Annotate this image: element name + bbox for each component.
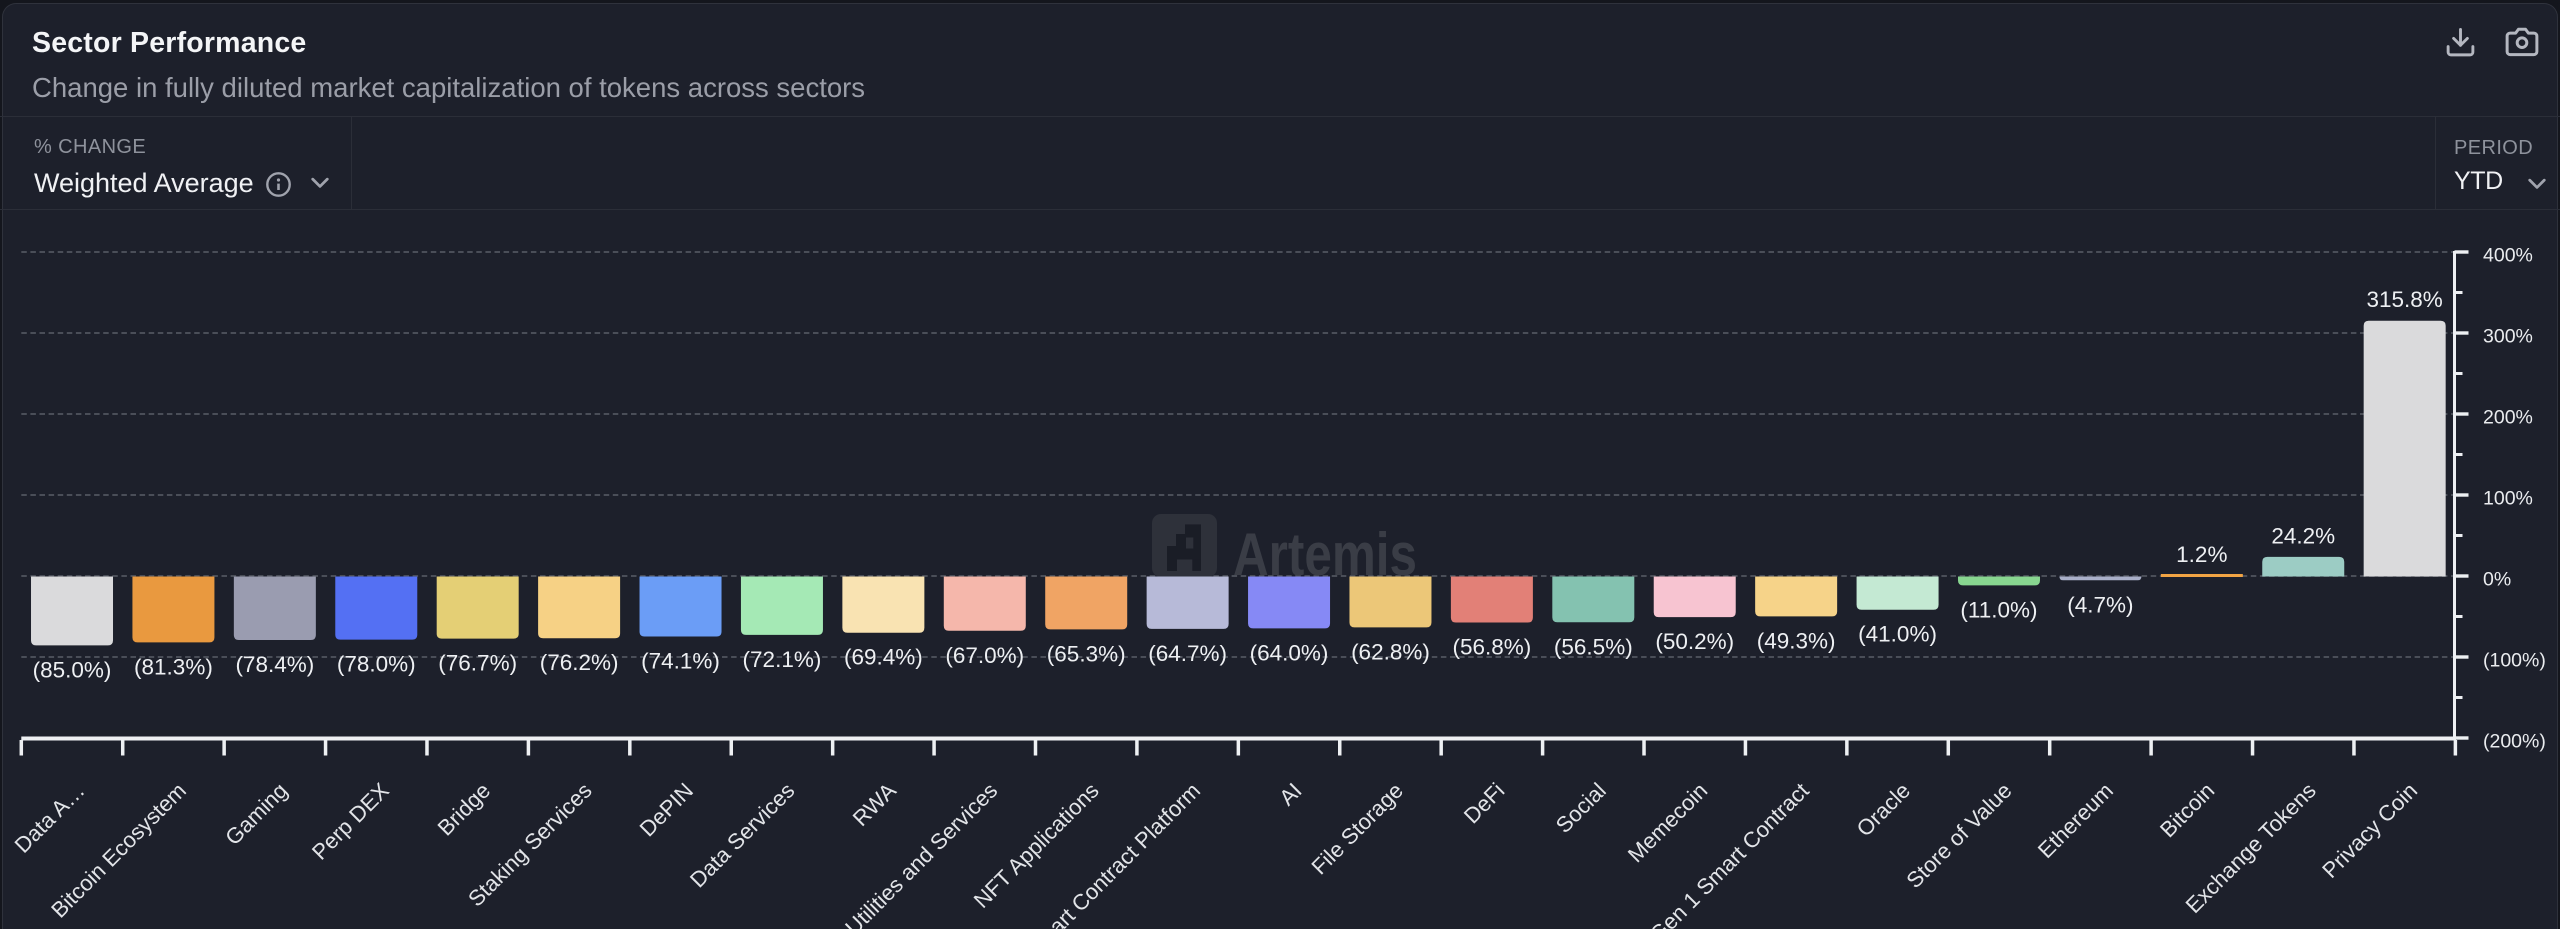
svg-text:(69.4%): (69.4%)	[844, 645, 923, 670]
svg-text:(56.8%): (56.8%)	[1452, 635, 1531, 660]
svg-text:(200%): (200%)	[2483, 731, 2546, 753]
svg-text:(65.3%): (65.3%)	[1047, 641, 1126, 666]
svg-text:(50.2%): (50.2%)	[1655, 629, 1734, 654]
svg-text:(72.1%): (72.1%)	[743, 647, 822, 672]
svg-text:Data A…: Data A…	[10, 778, 90, 858]
svg-text:100%: 100%	[2483, 488, 2533, 510]
svg-text:(67.0%): (67.0%)	[945, 643, 1024, 668]
svg-text:Ethereum: Ethereum	[2033, 778, 2118, 863]
svg-text:(56.5%): (56.5%)	[1554, 634, 1633, 659]
svg-text:Bridge: Bridge	[433, 778, 496, 841]
svg-text:DeFi: DeFi	[1459, 778, 1510, 829]
svg-text:(41.0%): (41.0%)	[1858, 622, 1937, 647]
svg-text:Bitcoin: Bitcoin	[2155, 778, 2219, 842]
svg-text:File Storage: File Storage	[1306, 778, 1408, 880]
svg-text:Memecoin: Memecoin	[1623, 778, 1712, 867]
svg-text:Social: Social	[1551, 778, 1611, 838]
svg-text:(85.0%): (85.0%)	[33, 657, 112, 682]
svg-text:(64.0%): (64.0%)	[1250, 640, 1329, 665]
svg-text:(76.2%): (76.2%)	[540, 650, 619, 675]
svg-text:(100%): (100%)	[2483, 650, 2546, 672]
svg-text:DePIN: DePIN	[635, 778, 698, 841]
svg-text:Store of Value: Store of Value	[1901, 778, 2016, 893]
svg-text:Gaming: Gaming	[220, 778, 292, 850]
svg-text:(78.4%): (78.4%)	[235, 652, 314, 677]
svg-text:Gen 1 Smart Contract: Gen 1 Smart Contract	[1645, 778, 1814, 929]
svg-text:315.8%: 315.8%	[2367, 287, 2443, 312]
svg-text:(11.0%): (11.0%)	[1960, 597, 2037, 622]
svg-text:RWA: RWA	[848, 778, 901, 831]
svg-text:(62.8%): (62.8%)	[1351, 639, 1430, 664]
svg-text:(78.0%): (78.0%)	[337, 652, 416, 677]
svg-text:Oracle: Oracle	[1852, 778, 1915, 841]
svg-text:0%: 0%	[2483, 569, 2511, 591]
svg-text:24.2%: 24.2%	[2271, 523, 2335, 548]
svg-text:(74.1%): (74.1%)	[641, 649, 720, 674]
svg-text:(4.7%): (4.7%)	[2067, 592, 2133, 617]
svg-text:(49.3%): (49.3%)	[1757, 628, 1836, 653]
svg-text:1.2%: 1.2%	[2176, 542, 2227, 567]
svg-text:(64.7%): (64.7%)	[1148, 641, 1227, 666]
svg-text:Perp DEX: Perp DEX	[307, 778, 394, 865]
svg-text:Data Services: Data Services	[685, 778, 800, 893]
svg-text:Privacy Coin: Privacy Coin	[2317, 778, 2422, 883]
svg-text:AI: AI	[1274, 778, 1306, 810]
svg-text:300%: 300%	[2483, 326, 2533, 348]
svg-text:(81.3%): (81.3%)	[134, 654, 213, 679]
svg-text:400%: 400%	[2483, 245, 2533, 267]
svg-text:200%: 200%	[2483, 407, 2533, 429]
svg-text:Smart Contract Platform: Smart Contract Platform	[1021, 778, 1206, 929]
svg-text:(76.7%): (76.7%)	[438, 651, 517, 676]
